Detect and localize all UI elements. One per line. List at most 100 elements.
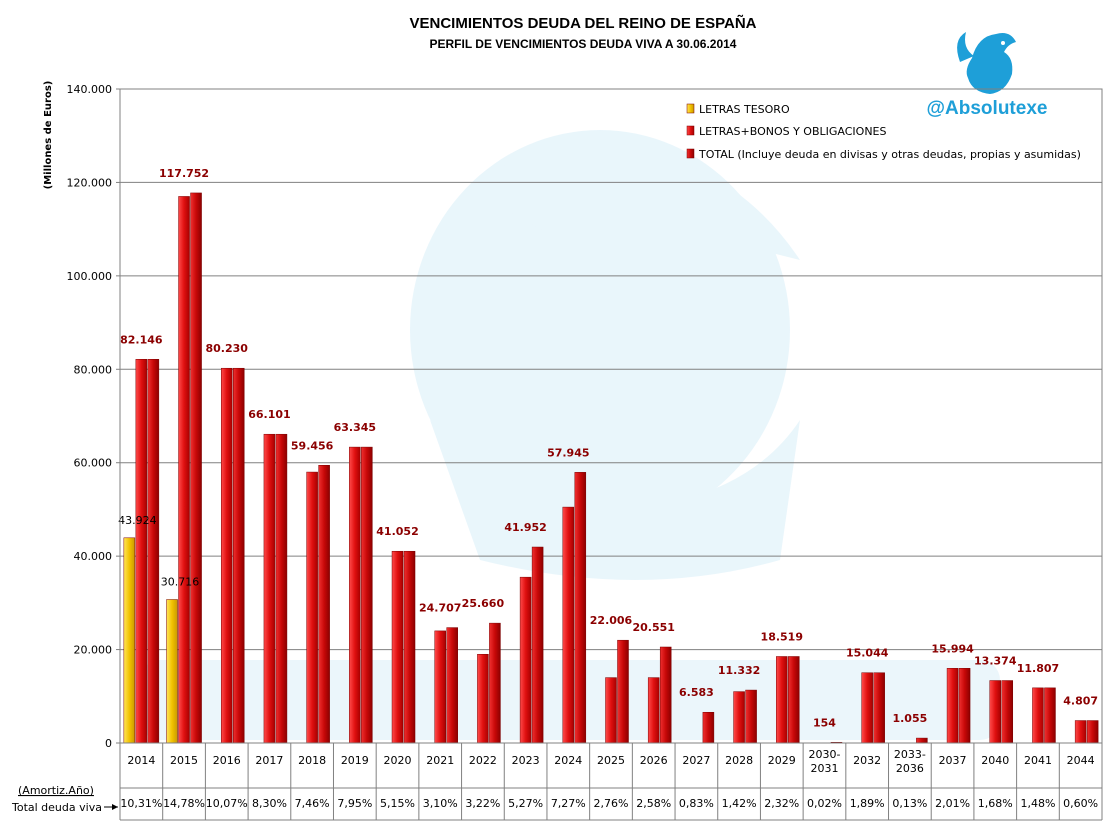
bar-letras-bonos [647,677,660,744]
bar-total [318,465,330,744]
bar-total [232,367,245,744]
bar-letras-bonos [349,446,361,744]
legend-swatch [686,125,695,136]
category-label: 2021 [426,754,454,767]
data-label-letras-tesoro: 43.924 [118,514,157,527]
pct-total-deuda-viva: 10,31% [120,797,162,810]
category-label: 2036 [896,762,924,775]
bar-letras-bonos [178,196,190,744]
pct-total-deuda-viva: 8,30% [252,797,287,810]
bar-letras-bonos [989,680,1002,744]
bar-letras-bonos [519,576,532,744]
pct-total-deuda-viva: 1,42% [722,797,757,810]
bar-total [361,446,373,744]
data-label-total: 15.994 [931,642,974,655]
bar-letras-tesoro [123,537,136,744]
row-label-amortiz: (Amortiz.Año) [18,784,94,797]
bar-letras-bonos [434,630,446,744]
bar-total [745,689,757,744]
bar-letras-bonos [135,359,148,744]
plot-frame [119,88,1103,744]
category-label: 2029 [768,754,796,767]
category-label: 2030- [808,748,840,761]
data-label-total: 11.332 [718,664,760,677]
bar-letras-tesoro [166,599,178,744]
bar-letras-bonos [776,656,788,744]
category-label: 2040 [981,754,1009,767]
data-label-total: 1.055 [892,712,927,725]
bar-letras-bonos [1032,687,1044,744]
legend-label: TOTAL (Incluye deuda en divisas y otras … [698,148,1081,161]
pct-total-deuda-viva: 5,27% [508,797,543,810]
bar-letras-bonos [391,550,404,744]
category-label: 2031 [810,762,838,775]
y-tick-label: 0 [105,737,112,750]
category-label: 2028 [725,754,753,767]
author-handle: @Absolutexe [927,98,1048,119]
bar-total [1001,680,1014,744]
pct-total-deuda-viva: 1,89% [850,797,885,810]
bar-total [788,656,800,744]
category-label: 2017 [255,754,283,767]
category-label: 2025 [597,754,625,767]
pct-total-deuda-viva: 2,76% [594,797,629,810]
pct-total-deuda-viva: 0,02% [807,797,842,810]
data-label-letras-tesoro: 30.716 [161,576,200,589]
pct-total-deuda-viva: 0,13% [892,797,927,810]
y-tick-label: 100.000 [67,270,113,283]
data-label-total: 25.660 [462,597,505,610]
legend-swatch [686,103,695,114]
legend-swatch [686,148,695,159]
bar-total [873,672,885,744]
bar-letras-bonos [562,506,575,744]
category-label: 2023 [512,754,540,767]
bar-total [446,627,458,744]
data-label-total: 59.456 [291,439,334,452]
category-label: 2020 [384,754,412,767]
legend: LETRAS TESORO LETRAS+BONOS Y OBLIGACIONES… [686,103,1081,161]
bar-total [659,646,672,744]
bar-total [190,192,202,744]
pct-total-deuda-viva: 3,22% [465,797,500,810]
bar-total [958,668,971,744]
pct-total-deuda-viva: 7,46% [295,797,330,810]
category-label: 2033- [894,748,926,761]
bar-total [531,546,544,744]
data-label-total: 18.519 [761,630,803,643]
data-label-total: 6.583 [679,686,714,699]
pct-total-deuda-viva: 5,15% [380,797,415,810]
data-label-total: 82.146 [120,333,163,346]
bar-total [275,433,288,744]
category-label: 2016 [213,754,241,767]
bar-letras-bonos [946,668,959,744]
data-label-total: 11.807 [1017,662,1059,675]
bar-letras-bonos [220,367,233,744]
chart-title: VENCIMIENTOS DEUDA DEL REINO DE ESPAÑA [410,14,757,32]
bar-letras-bonos [733,691,745,744]
bar-letras-bonos [477,653,489,744]
category-label: 2044 [1067,754,1095,767]
bar-total [147,359,160,744]
data-labels: 43.924 82.146 30.716 117.752 80.230 66.101 59.… [118,167,1098,729]
category-label: 2037 [939,754,967,767]
data-label-total: 22.006 [590,614,633,627]
bar-total [489,622,501,744]
category-label: 2027 [682,754,710,767]
bar-total [1044,687,1056,744]
pct-total-deuda-viva: 2,58% [636,797,671,810]
category-label: 2022 [469,754,497,767]
data-label-total: 13.374 [974,655,1017,668]
legend-label: LETRAS+BONOS Y OBLIGACIONES [699,125,887,138]
y-axis-label: (Millones de Euros) [43,81,54,190]
pct-total-deuda-viva: 10,07% [206,797,248,810]
data-label-total: 57.945 [547,446,589,459]
y-tick-label: 80.000 [74,363,113,376]
category-label: 2024 [554,754,582,767]
y-tick-label: 140.000 [67,83,113,96]
bar-total [403,550,416,744]
data-label-total: 20.551 [632,621,674,634]
bar-letras-bonos [263,433,276,744]
y-tick-label: 20.000 [74,644,113,657]
data-label-total: 66.101 [248,408,290,421]
